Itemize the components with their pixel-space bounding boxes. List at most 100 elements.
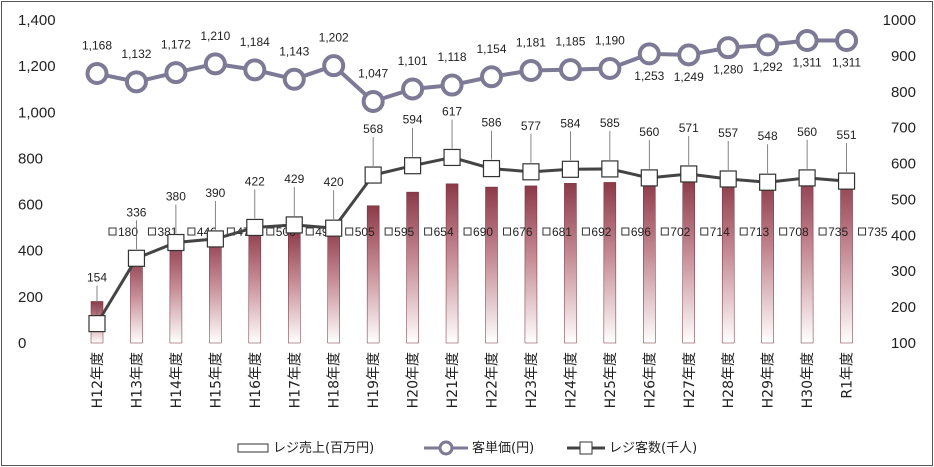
- bar: [130, 254, 143, 344]
- bar: [603, 182, 617, 344]
- customers-marker: [364, 166, 382, 184]
- bar-value-label: 708: [789, 225, 809, 239]
- bar-value-label: 702: [670, 225, 690, 239]
- bar-value-marker: [621, 227, 630, 236]
- bar-value-marker: [384, 227, 393, 236]
- right-axis-tick: 500: [891, 191, 916, 208]
- bar: [800, 173, 814, 344]
- bar-value-label: 505: [355, 225, 375, 239]
- customers-marker: [561, 160, 580, 178]
- unit-price-marker: [835, 29, 859, 53]
- left-axis-tick: 1,200: [18, 58, 56, 75]
- x-axis-category: R1年度: [840, 352, 856, 399]
- unit-price-marker: [124, 70, 148, 94]
- customers-value-label: 380: [166, 190, 186, 204]
- bar-value-label: 690: [473, 225, 493, 239]
- unit-price-value-label: 1,280: [713, 63, 743, 77]
- unit-price-value-label: 1,154: [476, 42, 506, 56]
- bar-value-marker: [700, 227, 709, 236]
- x-axis-category: H17年度: [287, 352, 303, 408]
- x-axis-category: H20年度: [406, 352, 422, 408]
- customers-value-label: 577: [521, 119, 541, 133]
- right-axis-tick: 600: [891, 156, 916, 173]
- bar-value-marker: [779, 227, 788, 236]
- unit-price-marker: [401, 77, 425, 101]
- customers-marker: [719, 170, 737, 188]
- x-axis-category: H25年度: [603, 352, 619, 408]
- bar: [840, 173, 853, 344]
- customers-marker: [798, 169, 816, 187]
- customers-value-label: 154: [87, 271, 107, 285]
- bar-value-marker: [305, 227, 314, 236]
- x-axis-category: H15年度: [208, 352, 224, 408]
- unit-price-value-label: 1,292: [753, 60, 783, 74]
- customers-marker: [167, 233, 185, 252]
- customers-marker: [522, 163, 540, 181]
- bar-value-marker: [266, 227, 275, 236]
- customers-value-label: 585: [600, 116, 620, 130]
- customers-marker: [88, 315, 106, 333]
- customers-marker: [443, 148, 461, 167]
- bar: [406, 191, 419, 344]
- bar: [288, 229, 301, 344]
- customers-value-label: 557: [718, 126, 738, 140]
- customers-marker: [482, 159, 501, 178]
- right-axis-tick: 1000: [883, 12, 916, 29]
- bar-value-label: 735: [868, 225, 888, 239]
- legend-label-unit-price: 客単価(円): [472, 440, 534, 456]
- unit-price-value-label: 1,047: [358, 66, 388, 80]
- unit-price-value-label: 1,190: [595, 33, 625, 47]
- customers-value-label: 560: [639, 125, 659, 139]
- customers-marker: [127, 249, 146, 267]
- unit-price-value-label: 1,210: [200, 29, 230, 43]
- bar-value-label: 654: [434, 225, 454, 239]
- bar-value-label: 180: [118, 225, 138, 239]
- customers-value-label: 336: [126, 205, 146, 219]
- x-axis-category: H18年度: [327, 352, 343, 408]
- x-axis-category: H30年度: [800, 352, 816, 408]
- left-axis-tick: 600: [18, 197, 43, 214]
- bar: [524, 185, 538, 344]
- bar-value-marker: [542, 227, 551, 236]
- bar-value-marker: [581, 227, 590, 236]
- left-axis-tick: 1,400: [18, 12, 56, 29]
- unit-price-marker: [519, 59, 543, 83]
- x-axis-category: H28年度: [721, 352, 737, 408]
- unit-price-marker: [440, 73, 464, 97]
- customers-value-label: 586: [481, 116, 501, 130]
- legend-label-sales: レジ売上(百万円): [273, 440, 374, 456]
- customers-marker: [837, 172, 856, 190]
- x-axis-category: H13年度: [129, 352, 145, 408]
- bar-value-label: 676: [513, 225, 533, 239]
- unit-price-value-label: 1,118: [437, 50, 466, 64]
- unit-price-marker: [243, 58, 267, 82]
- bar-value-marker: [108, 227, 117, 236]
- unit-price-value-label: 1,143: [279, 44, 309, 58]
- customers-value-label: 560: [797, 125, 817, 139]
- bar-value-label: 681: [552, 225, 572, 239]
- right-axis-tick: 100: [891, 335, 916, 352]
- x-axis-category: H12年度: [90, 352, 106, 408]
- bar-value-marker: [739, 227, 748, 236]
- left-axis-tick: 400: [18, 243, 43, 260]
- unit-price-marker: [322, 54, 346, 78]
- bar: [564, 183, 577, 344]
- bar-value-marker: [660, 227, 669, 236]
- right-axis-tick: 800: [891, 84, 916, 101]
- x-axis-category: H29年度: [761, 352, 777, 408]
- unit-price-marker: [361, 89, 385, 113]
- bar-value-marker: [187, 227, 196, 236]
- left-axis-tick: 200: [18, 289, 43, 306]
- bar-value-marker: [424, 227, 433, 236]
- unit-price-value-label: 1,311: [793, 56, 822, 70]
- bar-value-label: 696: [631, 225, 651, 239]
- bar-value-marker: [858, 227, 867, 236]
- customers-marker: [601, 160, 619, 178]
- customers-value-label: 548: [758, 129, 778, 143]
- bar: [169, 239, 183, 344]
- customers-value-label: 422: [245, 174, 265, 188]
- customers-marker: [206, 230, 224, 248]
- unit-price-marker: [756, 33, 780, 57]
- x-axis-category: H26年度: [642, 352, 658, 408]
- right-axis-tick: 200: [891, 299, 916, 316]
